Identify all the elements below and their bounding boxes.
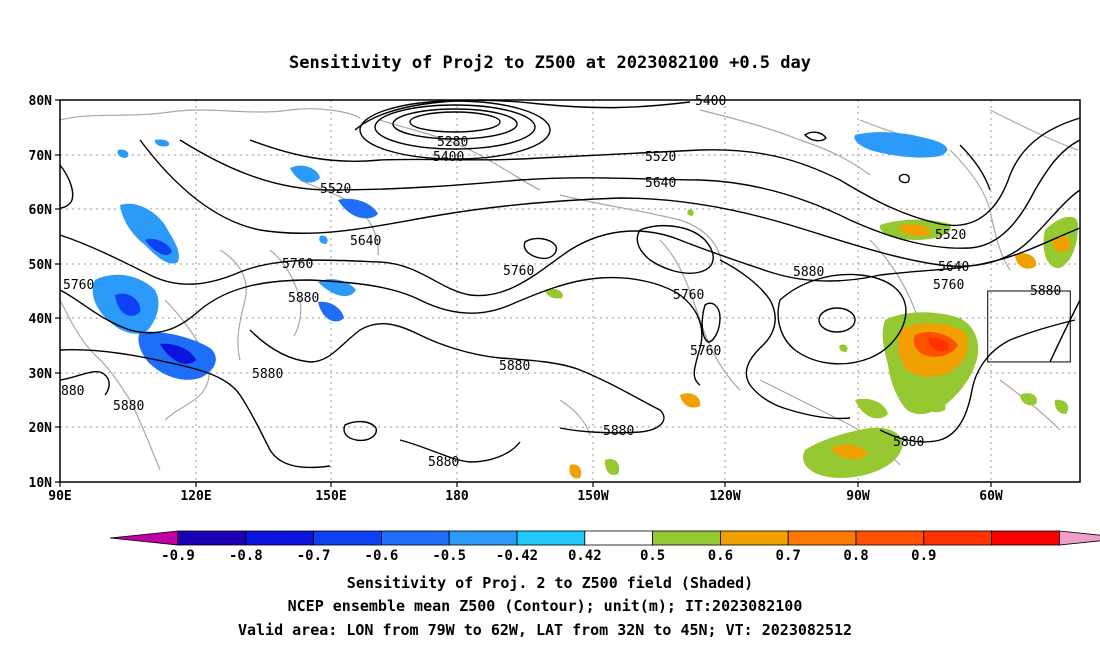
contour-label: 5520 [645, 150, 676, 165]
map-frame [59, 99, 1081, 483]
lon-tick-label: 60W [979, 489, 1003, 504]
lon-tick-label: 120E [180, 489, 211, 504]
map-gridlines [60, 100, 1080, 482]
contour-label: 5880 [793, 265, 824, 280]
valid-area-box [987, 290, 1071, 363]
colorbar-cell [923, 530, 992, 546]
contour-label: 5760 [282, 257, 313, 272]
contour-label: 5880 [288, 291, 319, 306]
colorbar-cell [991, 530, 1060, 546]
colorbar-cell [380, 530, 450, 546]
contour-label: 5880 [893, 435, 924, 450]
colorbar-cell [787, 530, 857, 546]
contour-label: 5640 [938, 260, 969, 275]
contour-label: 5760 [673, 288, 704, 303]
latitude-axis: 80N 70N 60N 50N 40N 30N 20N 10N [29, 94, 60, 491]
contour-label: 5520 [935, 228, 966, 243]
caption-line-3: Valid area: LON from 79W to 62W, LAT fro… [238, 621, 852, 639]
colorbar-label: 0.8 [843, 548, 868, 564]
lat-tick-label: 60N [29, 203, 53, 218]
colorbar-label: -0.5 [432, 548, 466, 564]
contour-label: 5760 [63, 278, 94, 293]
contour-label: 5880 [499, 359, 530, 374]
colorbar-label: -0.6 [365, 548, 399, 564]
map-panel: 5400 5280 5400 5520 5640 5520 5640 5760 … [59, 94, 1081, 483]
colorbar-label: 0.6 [708, 548, 733, 564]
lon-tick-label: 90E [48, 489, 71, 504]
lat-tick-label: 80N [29, 94, 53, 109]
colorbar-cell [448, 530, 518, 546]
colorbar-cell [720, 530, 789, 546]
contour-label: 5880 [252, 367, 283, 382]
lon-tick-label: 90W [846, 489, 870, 504]
lon-tick-label: 150E [315, 489, 346, 504]
colorbar-cell [245, 530, 315, 546]
colorbar-cell [313, 530, 382, 546]
colorbar-label: -0.8 [229, 548, 263, 564]
caption-block: Sensitivity of Proj. 2 to Z500 field (Sh… [238, 574, 852, 639]
contour-label: 5640 [645, 176, 676, 191]
caption-line-2: NCEP ensemble mean Z500 (Contour); unit(… [288, 597, 803, 615]
contour-label: 5760 [503, 264, 534, 279]
lat-tick-label: 70N [29, 149, 53, 164]
map-background [60, 100, 1080, 482]
contour-label: 5640 [350, 234, 381, 249]
lat-tick-label: 30N [29, 367, 53, 382]
contour-label: 5760 [690, 344, 721, 359]
lat-tick-label: 50N [29, 258, 53, 273]
contour-label: 5880 [113, 399, 144, 414]
colorbar-label: 0.5 [640, 548, 665, 564]
lat-tick-label: 40N [29, 312, 53, 327]
lat-tick-label: 20N [29, 421, 53, 436]
colorbar-left-arrow [109, 530, 179, 546]
map-title: Sensitivity of Proj2 to Z500 at 20230821… [289, 53, 811, 73]
colorbar-label: 0.9 [911, 548, 936, 564]
contour-label: 5760 [933, 278, 964, 293]
z500-contours [59, 99, 1081, 469]
lon-tick-label: 120W [709, 489, 740, 504]
contour-label: 5400 [695, 94, 726, 109]
contour-label: 5520 [320, 182, 351, 197]
colorbar: -0.9 -0.8 -0.7 -0.6 -0.5 -0.42 0.42 0.5 0.6 0.7 0.… [109, 530, 1100, 564]
colorbar-cell [516, 530, 586, 546]
caption-line-1: Sensitivity of Proj. 2 to Z500 field (Sh… [347, 574, 753, 592]
colorbar-cell [652, 530, 721, 546]
colorbar-right-arrow [1059, 530, 1100, 546]
colorbar-cell [584, 530, 653, 546]
colorbar-cell [855, 530, 925, 546]
contour-label: 880 [61, 384, 84, 399]
contour-label: 5400 [433, 150, 464, 165]
contour-labels: 5400 5280 5400 5520 5640 5520 5640 5760 … [61, 94, 1061, 470]
contour-label: 5880 [603, 424, 634, 439]
colorbar-label: -0.7 [297, 548, 331, 564]
lon-tick-label: 150W [577, 489, 608, 504]
lat-tick-label: 10N [29, 476, 53, 491]
colorbar-label: -0.42 [496, 548, 538, 564]
negative-sensitivity-shading [92, 132, 948, 380]
colorbar-label: 0.42 [568, 548, 602, 564]
colorbar-label: 0.7 [776, 548, 801, 564]
colorbar-label: -0.9 [161, 548, 195, 564]
colorbar-cell [177, 530, 247, 546]
contour-label: 5280 [437, 135, 468, 150]
lon-tick-label: 180 [445, 489, 469, 504]
contour-label: 5880 [428, 455, 459, 470]
longitude-axis: 90E 120E 150E 180 150W 120W 90W 60W [48, 482, 1003, 504]
positive-sensitivity-shading [545, 209, 1078, 479]
